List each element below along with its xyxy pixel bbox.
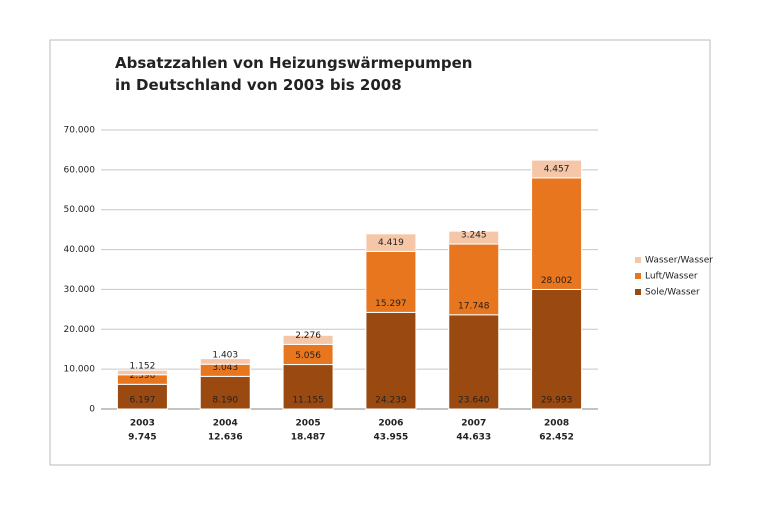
y-tick-label: 10.000 xyxy=(64,365,96,375)
bar-segment xyxy=(365,233,417,252)
value-label: 4.419 xyxy=(378,238,404,248)
value-label: 8.190 xyxy=(212,396,238,406)
bar-segment xyxy=(199,358,251,365)
legend-label: Sole/Wasser xyxy=(645,288,700,298)
legend-label: Luft/Wasser xyxy=(645,272,698,282)
legend-label: Wasser/Wasser xyxy=(645,256,713,266)
value-label: 11.155 xyxy=(292,396,324,406)
y-tick-label: 40.000 xyxy=(64,245,96,255)
total-label: 43.955 xyxy=(374,433,409,443)
x-tick-label: 2003 xyxy=(130,419,155,429)
y-tick-label: 60.000 xyxy=(64,165,96,175)
value-label: 24.239 xyxy=(375,396,407,406)
total-label: 18.487 xyxy=(291,433,326,443)
value-label: 17.748 xyxy=(458,301,490,311)
x-tick-label: 2006 xyxy=(378,419,403,429)
total-label: 9.745 xyxy=(128,433,156,443)
bar-segment xyxy=(116,369,168,376)
total-label: 44.633 xyxy=(456,433,491,443)
y-tick-label: 30.000 xyxy=(64,285,96,295)
total-label: 12.636 xyxy=(208,433,243,443)
value-label: 28.002 xyxy=(541,276,573,286)
bar-segment xyxy=(531,177,583,290)
value-label: 15.297 xyxy=(375,299,407,309)
y-tick-label: 70.000 xyxy=(64,126,96,136)
legend-swatch xyxy=(635,257,641,263)
value-label: 2.276 xyxy=(295,331,321,341)
chart-title: Absatzzahlen von Heizungswärmepumpen xyxy=(115,54,472,72)
bar-segment xyxy=(199,375,251,410)
x-tick-label: 2008 xyxy=(544,419,569,429)
value-label: 5.056 xyxy=(295,351,321,361)
value-label: 6.197 xyxy=(130,396,156,406)
x-tick-label: 2005 xyxy=(296,419,321,429)
value-label: 3.245 xyxy=(461,231,487,241)
bar-segment xyxy=(448,230,500,245)
legend-swatch xyxy=(635,273,641,279)
bar-segment xyxy=(531,288,583,410)
x-tick-label: 2007 xyxy=(461,419,486,429)
x-tick-label: 2004 xyxy=(213,419,238,429)
bar-segment xyxy=(365,311,417,410)
value-label: 1.403 xyxy=(212,351,238,361)
y-tick-label: 0 xyxy=(89,405,95,415)
value-label: 4.457 xyxy=(544,164,570,174)
bar-segment xyxy=(116,383,168,410)
value-label: 2.396 xyxy=(130,371,156,381)
value-label: 29.993 xyxy=(541,396,573,406)
y-tick-label: 50.000 xyxy=(64,205,96,215)
bar-segment xyxy=(448,314,500,410)
value-label: 3.043 xyxy=(212,363,238,373)
bar-segment xyxy=(448,243,500,316)
bar-segment xyxy=(531,159,583,179)
chart-subtitle: in Deutschland von 2003 bis 2008 xyxy=(115,76,402,94)
y-tick-label: 20.000 xyxy=(64,325,96,335)
total-label: 62.452 xyxy=(539,433,574,443)
bar-segment xyxy=(282,364,334,410)
bar-segment xyxy=(282,334,334,345)
bar-segment xyxy=(365,250,417,313)
value-label: 23.640 xyxy=(458,396,490,406)
legend-swatch xyxy=(635,289,641,295)
value-label: 1.152 xyxy=(130,361,156,371)
